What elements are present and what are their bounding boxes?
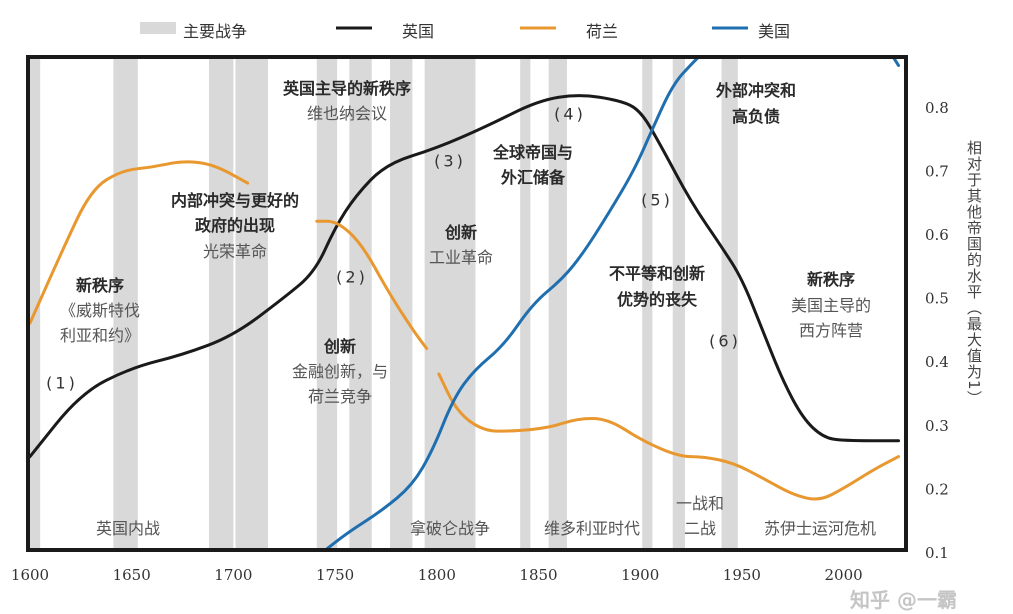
y-tick-label: 0.2 <box>925 480 949 498</box>
x-tick-label: 1950 <box>723 566 761 584</box>
war-period-band <box>424 57 476 550</box>
series-line-netherlands <box>28 160 250 325</box>
x-tick-label: 2000 <box>825 566 863 584</box>
phase-marker-3: (3) <box>434 151 466 171</box>
annotation-text: 金融创新，与 <box>291 362 389 381</box>
annotation-title: 优势的丧失 <box>616 290 698 309</box>
y-tick-label: 0.5 <box>925 290 949 308</box>
series-line-usa <box>891 57 901 67</box>
series-group <box>28 57 901 550</box>
annotation-title: 创新 <box>323 337 357 356</box>
event-label: 二战 <box>683 519 717 538</box>
annotation-text: 工业革命 <box>428 248 494 267</box>
annotation-text: 荷兰竞争 <box>307 387 373 406</box>
event-label: 维多利亚时代 <box>543 519 641 538</box>
x-tick-label: 1700 <box>214 566 252 584</box>
annotation-text: 光荣革命 <box>202 242 268 261</box>
legend-britain-label: 英国 <box>402 22 435 41</box>
war-period-band <box>548 57 567 550</box>
y-axis-label: 相对于其他帝国的水平（最大值为1） <box>965 140 983 407</box>
war-period-band <box>113 57 138 550</box>
war-period-band <box>642 57 653 550</box>
war-period-band <box>721 57 738 550</box>
phase-marker-5: (5) <box>641 190 673 210</box>
annotation-title: 外汇储备 <box>500 168 566 187</box>
event-label: 英国内战 <box>95 519 161 538</box>
war-period-band <box>235 57 268 550</box>
x-tick-label: 1750 <box>316 566 354 584</box>
annotation-title: 新秩序 <box>806 270 856 289</box>
event-label: 拿破仑战争 <box>409 519 491 538</box>
y-tick-label: 0.8 <box>925 99 949 117</box>
series-line-britain <box>28 94 901 459</box>
legend-usa-label: 美国 <box>758 22 791 41</box>
annotation-title: 创新 <box>444 223 478 242</box>
x-tick-label: 1600 <box>11 566 49 584</box>
war-period-band <box>520 57 531 550</box>
annotation-title: 内部冲突与更好的 <box>170 191 300 210</box>
war-period-band <box>390 57 413 550</box>
war-period-band <box>672 57 685 550</box>
y-tick-label: 0.1 <box>925 544 949 562</box>
x-tick-label: 1650 <box>113 566 151 584</box>
event-label: 苏伊士运河危机 <box>763 519 877 538</box>
annotation-title: 高负债 <box>731 107 781 126</box>
legend-wars-label: 主要战争 <box>183 22 248 41</box>
y-tick-label: 0.6 <box>925 226 949 244</box>
y-tick-label: 0.4 <box>925 353 949 371</box>
war-period-band <box>30 57 41 550</box>
y-tick-label: 0.3 <box>925 417 949 435</box>
annotation-title: 政府的出现 <box>194 216 276 235</box>
annotation-title: 新秩序 <box>75 276 125 295</box>
annotation-title: 英国主导的新秩序 <box>282 79 412 98</box>
phase-marker-2: (2) <box>336 267 368 287</box>
annotation-text: 《威斯特伐 <box>59 301 141 320</box>
phase-marker-4: (4) <box>554 104 586 124</box>
series-line-usa <box>323 57 701 550</box>
x-tick-label: 1800 <box>418 566 456 584</box>
series-line-netherlands <box>437 372 901 501</box>
annotation-text: 利亚和约》 <box>59 326 141 345</box>
watermark: 知乎 @一霸 <box>850 588 957 612</box>
x-tick-label: 1850 <box>519 566 557 584</box>
annotation-text: 西方阵营 <box>798 321 864 340</box>
x-tick-label: 1900 <box>621 566 659 584</box>
annotation-title: 不平等和创新 <box>608 264 706 283</box>
event-label: 一战和 <box>675 494 725 513</box>
legend-netherlands-label: 荷兰 <box>586 22 619 41</box>
annotation-title: 外部冲突和 <box>715 81 797 100</box>
legend-wars-swatch <box>140 22 176 34</box>
war-period-band <box>316 57 338 550</box>
annotation-text: 美国主导的 <box>790 296 872 315</box>
series-line-netherlands <box>315 219 429 350</box>
war-period-band <box>208 57 234 550</box>
phase-marker-6: (6) <box>709 331 741 351</box>
annotation-text: 维也纳会议 <box>306 104 388 123</box>
phase-marker-1: (1) <box>46 373 78 393</box>
war-period-band <box>349 57 372 550</box>
annotation-title: 全球帝国与 <box>492 143 574 162</box>
plot-frame <box>26 55 908 552</box>
y-tick-label: 0.7 <box>925 162 949 180</box>
